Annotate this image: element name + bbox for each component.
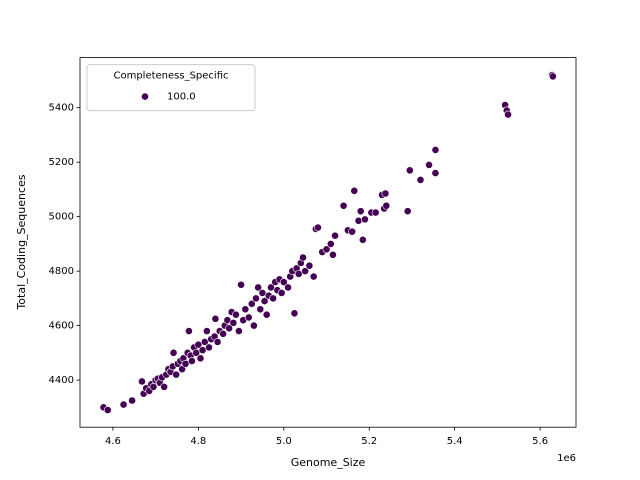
plot-frame (79, 57, 577, 428)
y-axis-label: Total_Coding_Sequences (15, 174, 28, 310)
scatter-point (160, 382, 169, 391)
scatter-point (277, 289, 286, 297)
scatter-point (241, 305, 250, 314)
scatter-point (416, 175, 425, 184)
scatter-point (200, 338, 209, 346)
scatter-point (549, 72, 557, 81)
scatter-point (299, 253, 307, 262)
scatter-point (504, 110, 512, 119)
scatter-point (235, 327, 243, 335)
x-tick-label: 5.2 (361, 436, 377, 447)
scatter-point (425, 161, 433, 169)
x-tick-label: 5.0 (276, 436, 292, 447)
scatter-point (294, 269, 303, 278)
scatter-point (128, 396, 137, 405)
scatter-point (232, 310, 240, 319)
scatter-point (361, 215, 369, 224)
scatter-point (405, 166, 414, 175)
scatter-point (371, 208, 380, 217)
scatter-point (188, 357, 196, 365)
y-tick-label: 4600 (49, 321, 74, 332)
scatter-point (205, 343, 213, 352)
scatter-point (198, 346, 207, 355)
scatter-point (326, 239, 335, 248)
scatter-point (309, 272, 318, 281)
scatter-point (192, 348, 201, 357)
scatter-point (269, 294, 278, 303)
legend-title: Completeness_Specific (113, 71, 228, 82)
scatter-point (348, 227, 357, 236)
x-tick-label: 4.8 (190, 436, 206, 447)
scatter-point (185, 327, 193, 335)
scatter-point (284, 283, 292, 292)
y-tick-label: 5200 (49, 157, 74, 168)
scatter-point (219, 329, 228, 338)
scatter-point (181, 359, 190, 368)
scatter-point (202, 327, 211, 335)
scatter-point (237, 280, 245, 289)
scatter-point (301, 267, 310, 276)
scatter-point (252, 294, 260, 303)
scatter-point (431, 169, 440, 177)
scatter-point (225, 324, 233, 333)
scatter-point (138, 377, 146, 386)
scatter-point (339, 201, 348, 210)
scatter-point (249, 321, 258, 330)
legend-marker (141, 92, 149, 101)
x-tick-label: 4.6 (105, 436, 121, 447)
y-tick-label: 5000 (49, 212, 74, 223)
scatter-point (331, 231, 339, 240)
scatter-point (260, 297, 269, 305)
legend-box (86, 64, 256, 112)
scatter-point (431, 146, 440, 154)
scatter-point (350, 186, 359, 195)
scatter-point (256, 305, 265, 314)
scatter-point (211, 314, 220, 323)
scatter-point (314, 223, 322, 232)
x-tick-label: 5.6 (532, 436, 548, 447)
scatter-point (267, 283, 275, 292)
scatter-point (322, 245, 331, 254)
scatter-point (381, 189, 390, 198)
y-tick-label: 4800 (49, 266, 74, 277)
scatter-point (358, 235, 367, 244)
scatter-point (169, 348, 178, 357)
scatter-point (194, 340, 203, 349)
scatter-point (213, 338, 222, 346)
y-tick-label: 4400 (49, 375, 74, 386)
scatter-point (149, 382, 158, 391)
scatter-point (196, 354, 205, 363)
scatter-point (244, 313, 253, 322)
x-axis-label: Genome_Size (291, 456, 366, 469)
scatter-point (262, 310, 271, 319)
scatter-point (356, 207, 365, 216)
y-tick-label: 5400 (49, 103, 74, 114)
scatter-point (279, 278, 288, 286)
scatter-point (119, 400, 128, 409)
scatter-point (329, 250, 337, 259)
scatter-point (305, 261, 314, 270)
x-offset-label: 1e6 (557, 453, 576, 464)
scatter-point (403, 207, 412, 216)
scatter-point (254, 283, 263, 292)
scatter-point (290, 309, 299, 318)
scatter-point (229, 318, 238, 327)
scatter-point (172, 370, 181, 379)
scatter-point (103, 406, 112, 414)
scatter-point (382, 201, 391, 210)
x-tick-label: 5.4 (447, 436, 463, 447)
scatter-point (258, 289, 267, 297)
scatter-point (354, 216, 363, 225)
legend-label: 100.0 (167, 92, 196, 103)
scatter-point (247, 299, 256, 308)
